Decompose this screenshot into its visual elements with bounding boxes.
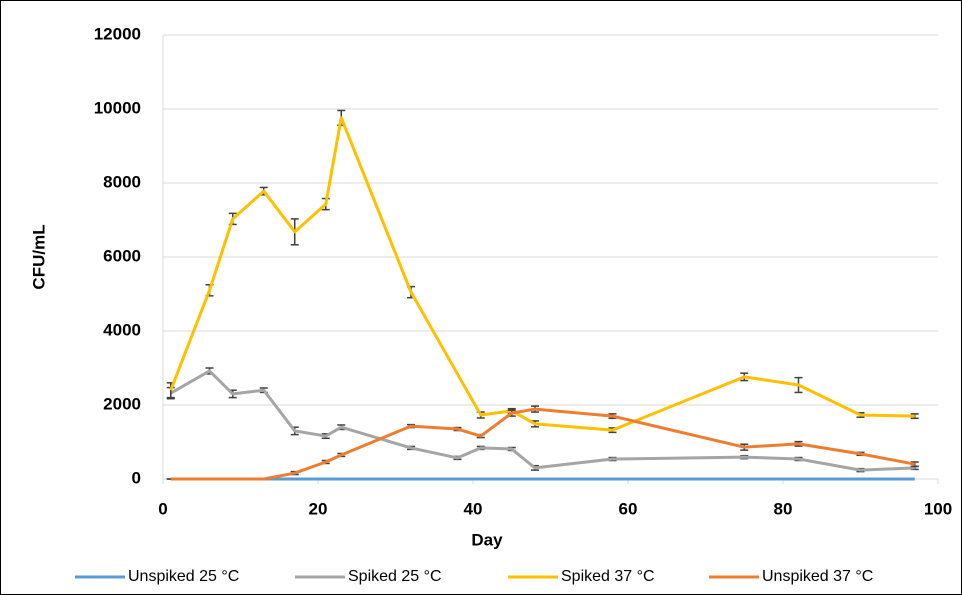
x-tick-label: 0 xyxy=(158,499,167,518)
legend-label: Unspiked 37 °C xyxy=(762,568,873,585)
y-tick-label: 0 xyxy=(132,468,141,487)
x-tick-label: 80 xyxy=(774,499,793,518)
x-tick-label: 40 xyxy=(464,499,483,518)
y-tick-label: 6000 xyxy=(103,246,141,265)
series-line xyxy=(169,116,915,432)
legend-label: Unspiked 25 °C xyxy=(128,568,239,585)
y-tick-label: 4000 xyxy=(103,320,141,339)
legend-label: Spiked 25 °C xyxy=(348,568,442,585)
y-tick-label: 8000 xyxy=(103,172,141,191)
series-line xyxy=(170,407,916,481)
x-tick-label: 100 xyxy=(924,499,952,518)
y-tick-label: 10000 xyxy=(94,98,141,117)
x-tick-label: 60 xyxy=(619,499,638,518)
series-line xyxy=(170,369,915,472)
y-tick-label: 2000 xyxy=(103,394,141,413)
legend-label: Spiked 37 °C xyxy=(561,568,655,585)
y-axis-label: CFU/mL xyxy=(29,224,48,289)
x-tick-label: 20 xyxy=(309,499,328,518)
y-tick-label: 12000 xyxy=(94,24,141,43)
x-axis-label: Day xyxy=(471,530,503,549)
